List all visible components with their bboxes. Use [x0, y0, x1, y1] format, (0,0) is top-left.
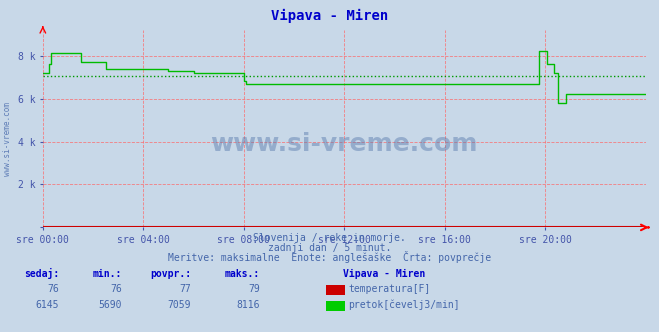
Text: 77: 77 [179, 284, 191, 294]
Text: 6145: 6145 [36, 300, 59, 310]
Text: maks.:: maks.: [225, 269, 260, 279]
Text: zadnji dan / 5 minut.: zadnji dan / 5 minut. [268, 243, 391, 253]
Text: Meritve: maksimalne  Enote: anglešaške  Črta: povprečje: Meritve: maksimalne Enote: anglešaške Čr… [168, 251, 491, 263]
Text: Slovenija / reke in morje.: Slovenija / reke in morje. [253, 233, 406, 243]
Text: Vipava - Miren: Vipava - Miren [343, 269, 425, 279]
Text: 8116: 8116 [237, 300, 260, 310]
Text: temperatura[F]: temperatura[F] [348, 284, 430, 294]
Text: pretok[čevelj3/min]: pretok[čevelj3/min] [348, 299, 459, 310]
Text: 76: 76 [110, 284, 122, 294]
Text: povpr.:: povpr.: [150, 269, 191, 279]
Text: www.si-vreme.com: www.si-vreme.com [211, 132, 478, 156]
Text: 7059: 7059 [167, 300, 191, 310]
Text: www.si-vreme.com: www.si-vreme.com [3, 103, 13, 176]
Text: 79: 79 [248, 284, 260, 294]
Text: 5690: 5690 [98, 300, 122, 310]
Text: Vipava - Miren: Vipava - Miren [271, 9, 388, 24]
Text: 76: 76 [47, 284, 59, 294]
Text: sedaj:: sedaj: [24, 268, 59, 279]
Text: min.:: min.: [92, 269, 122, 279]
